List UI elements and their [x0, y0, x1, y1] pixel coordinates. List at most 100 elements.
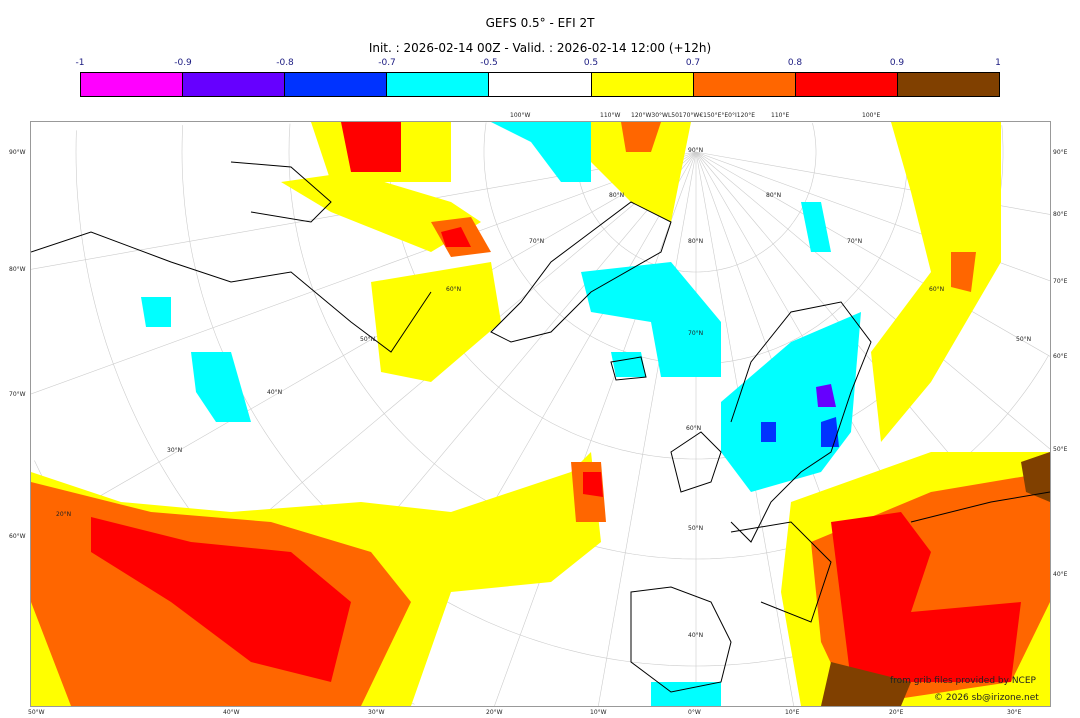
map-coordinate-label: 80°N — [609, 192, 625, 199]
meridian-line — [31, 151, 697, 537]
efi-anomaly-area — [831, 512, 1021, 682]
efi-anomaly-area — [1021, 452, 1050, 502]
map-coordinate-label: 0°W — [688, 709, 701, 716]
figure-title: GEFS 0.5° - EFI 2T — [485, 16, 595, 30]
map-coordinate-label: 70°N — [688, 330, 704, 337]
colorbar-tick-label: 0.5 — [583, 58, 599, 68]
map-coordinate-label: 110°E — [771, 112, 790, 119]
map-canvas — [31, 122, 1050, 706]
efi-anomaly-area — [871, 122, 1001, 442]
efi-anomaly-area — [621, 122, 661, 152]
map-coordinate-label: 110°W — [600, 112, 621, 119]
map-coordinate-label: 60°N — [929, 286, 945, 293]
colorbar-segment — [897, 73, 999, 96]
efi-anomaly-area — [583, 472, 603, 497]
meridian-line — [494, 151, 697, 706]
colorbar-segment — [81, 73, 184, 96]
map-coordinate-label: 50°N — [360, 336, 376, 343]
map-coordinate-label: 10°E — [785, 709, 800, 716]
efi-anomaly-area — [821, 662, 911, 706]
colorbar-segment — [285, 73, 388, 96]
colorbar — [80, 72, 1000, 97]
map-coordinate-label: 80°W — [9, 266, 26, 273]
coastline — [230, 161, 332, 223]
map-coordinate-label: 40°W — [223, 709, 240, 716]
coastline — [730, 301, 872, 543]
efi-anomaly-area — [281, 172, 481, 252]
map-coordinate-label: 10°W — [590, 709, 607, 716]
efi-anomaly-area — [441, 227, 471, 247]
colorbar-tick-label: 0.7 — [685, 58, 701, 68]
map-coordinate-label: 80°N — [688, 238, 704, 245]
map-coordinate-label: 50°N — [1016, 336, 1032, 343]
coastline — [670, 431, 722, 493]
efi-anomaly-area — [581, 262, 721, 377]
colorbar-tick-label: -0.7 — [378, 58, 396, 68]
map-coordinate-label: 20°W — [486, 709, 503, 716]
map-coordinate-label: 30°W — [368, 709, 385, 716]
map-coordinate-label: 60°N — [686, 425, 702, 432]
efi-anomaly-area — [951, 252, 976, 292]
map-coordinate-label: 50°N — [688, 525, 704, 532]
efi-anomaly-area — [801, 202, 831, 252]
map-coordinate-label: 30°N — [167, 447, 183, 454]
credit-source: from grib files provided by NCEP — [890, 676, 1036, 686]
coastline — [610, 356, 647, 381]
figure-subtitle: Init. : 2026-02-14 00Z - Valid. : 2026-0… — [368, 41, 712, 55]
coastline — [630, 586, 732, 693]
map-coordinate-label: 40°N — [267, 389, 283, 396]
latitude-line — [575, 122, 817, 273]
map-coordinate-label: 120°W30°WL50170°W€150°E°E0°I120°E — [631, 112, 755, 119]
efi-anomaly-area — [591, 122, 691, 222]
map-coordinate-label: 80°N — [766, 192, 782, 199]
map-coordinate-label: 90°N — [688, 147, 704, 154]
map-coordinate-label: 100°W — [510, 112, 531, 119]
meridian-line — [695, 151, 1050, 357]
map-coordinate-label: 40°E — [1053, 571, 1068, 578]
map-coordinate-label: 100°E — [862, 112, 881, 119]
efi-anomaly-area — [371, 262, 501, 382]
efi-anomaly-area — [761, 422, 776, 442]
colorbar-tick-label: -0.9 — [174, 58, 192, 68]
colorbar-segment — [183, 73, 286, 96]
map-panel — [30, 121, 1051, 707]
colorbar-segment — [489, 73, 592, 96]
colorbar-segment — [693, 73, 796, 96]
map-coordinate-label: 90°W — [9, 149, 26, 156]
map-coordinate-label: 60°W — [9, 533, 26, 540]
efi-anomaly-area — [611, 352, 646, 377]
colorbar-tick-label: -0.5 — [480, 58, 498, 68]
map-coordinate-label: 70°W — [9, 391, 26, 398]
coastline — [490, 201, 672, 343]
efi-anomaly-area — [821, 417, 839, 447]
map-coordinate-label: 50°W — [28, 709, 45, 716]
map-coordinate-label: 50°E — [1053, 446, 1068, 453]
colorbar-tick-label: 0.8 — [787, 58, 803, 68]
map-coordinate-label: 60°E — [1053, 353, 1068, 360]
efi-anomaly-area — [816, 384, 836, 407]
map-coordinate-label: 80°E — [1053, 211, 1068, 218]
meridian-line — [31, 151, 697, 395]
efi-anomaly-area — [91, 517, 351, 682]
map-coordinate-label: 20°E — [889, 709, 904, 716]
efi-anomaly-area — [341, 122, 401, 172]
coastline — [730, 521, 832, 623]
efi-anomaly-area — [721, 312, 861, 492]
meridian-line — [695, 151, 1050, 450]
colorbar-segment — [591, 73, 694, 96]
colorbar-tick-label: 1 — [995, 58, 1001, 68]
colorbar-tick-label: -1 — [75, 58, 85, 68]
efi-anomaly-area — [491, 122, 591, 182]
credit-copyright: © 2026 sb@irizone.net — [934, 693, 1039, 703]
map-coordinate-label: 60°N — [446, 286, 462, 293]
colorbar-segment — [387, 73, 490, 96]
map-coordinate-label: 90°E — [1053, 149, 1068, 156]
coastline — [910, 491, 1050, 523]
colorbar-segment — [795, 73, 898, 96]
map-coordinate-label: 20°N — [56, 511, 72, 518]
map-coordinate-label: 70°N — [529, 238, 545, 245]
map-coordinate-label: 40°N — [688, 632, 704, 639]
meridian-line — [598, 151, 697, 706]
colorbar-tick-label: -0.8 — [276, 58, 294, 68]
map-coordinate-label: 70°E — [1053, 278, 1068, 285]
